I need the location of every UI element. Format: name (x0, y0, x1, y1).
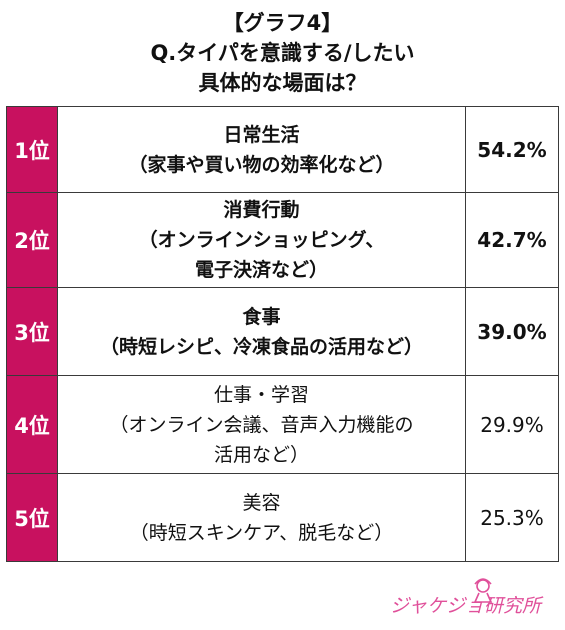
ranking-row-3: 3位 食事 （時短レシピ、冷凍食品の活用など） 39.0% (6, 287, 559, 376)
rank-label: 4位 (6, 375, 58, 474)
item-cell: 仕事・学習 （オンライン会議、音声入力機能の 活用など） (57, 375, 466, 474)
ranking-row-2: 2位 消費行動 （オンラインショッピング、 電子決済など） 42.7% (6, 192, 559, 288)
item-detail: （時短レシピ、冷凍食品の活用など） (99, 335, 423, 358)
item-detail: 電子決済など） (194, 259, 328, 281)
title-line-1: 【グラフ4】 (222, 11, 343, 35)
item-detail: （オンラインショッピング、 (138, 229, 385, 251)
percent-value: 54.2% (465, 106, 559, 193)
item-detail: 活用など） (213, 443, 309, 466)
title-line-2: Q.タイパを意識する/したい (150, 41, 415, 65)
rank-label: 2位 (6, 192, 58, 288)
item-name: 仕事・学習 (213, 383, 309, 406)
jackejo-lab-logo: ジャケジョ研究所 (390, 578, 544, 617)
item-cell: 日常生活 （家事や買い物の効率化など） (57, 106, 466, 193)
item-name: 美容 (242, 491, 281, 514)
item-name: 食事 (242, 305, 281, 328)
percent-value: 42.7% (465, 192, 559, 288)
logo-figure-icon (473, 578, 493, 603)
ranking-row-4: 4位 仕事・学習 （オンライン会議、音声入力機能の 活用など） 29.9% (6, 375, 559, 474)
percent-value: 29.9% (465, 375, 559, 474)
item-name: 消費行動 (223, 199, 300, 221)
item-cell: 美容 （時短スキンケア、脱毛など） (57, 473, 466, 562)
item-detail: （時短スキンケア、脱毛など） (129, 521, 394, 544)
item-detail: （家事や買い物の効率化など） (128, 153, 395, 176)
item-cell: 食事 （時短レシピ、冷凍食品の活用など） (57, 287, 466, 376)
ranking-row-1: 1位 日常生活 （家事や買い物の効率化など） 54.2% (6, 106, 559, 193)
item-detail: （オンライン会議、音声入力機能の (109, 413, 414, 436)
title-line-3: 具体的な場面は？ (198, 71, 367, 95)
item-cell: 消費行動 （オンラインショッピング、 電子決済など） (57, 192, 466, 288)
percent-value: 39.0% (465, 287, 559, 376)
rank-label: 5位 (6, 473, 58, 562)
percent-value: 25.3% (465, 473, 559, 562)
item-name: 日常生活 (223, 123, 300, 146)
ranking-table: 1位 日常生活 （家事や買い物の効率化など） 54.2% 2位 消費行動 （オン… (6, 106, 559, 562)
rank-label: 3位 (6, 287, 58, 376)
rank-label: 1位 (6, 106, 58, 193)
ranking-row-5: 5位 美容 （時短スキンケア、脱毛など） 25.3% (6, 473, 559, 562)
chart-title: 【グラフ4】 Q.タイパを意識する/したい 具体的な場面は？ (0, 8, 565, 98)
logo-text: ジャケジョ研究所 (390, 595, 544, 617)
